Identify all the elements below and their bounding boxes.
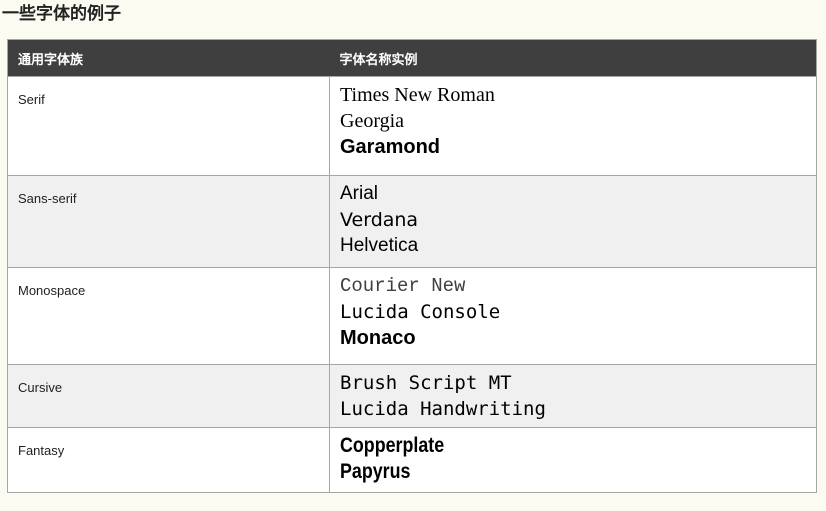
font-examples-cell: Courier New Lucida Console Monaco bbox=[329, 267, 817, 365]
font-example: Lucida Handwriting bbox=[340, 398, 546, 420]
table-header-row: 通用字体族 字体名称实例 bbox=[7, 39, 817, 77]
font-example: Brush Script MT bbox=[340, 372, 512, 394]
page-title: 一些字体的例子 bbox=[2, 4, 121, 23]
font-example: Garamond bbox=[340, 136, 441, 158]
font-examples-cell: Brush Script MT Lucida Handwriting bbox=[329, 364, 817, 428]
table-row-fantasy: Fantasy Copperplate Papyrus bbox=[7, 427, 817, 493]
font-examples-cell: Copperplate Papyrus bbox=[329, 427, 817, 493]
font-example: Helvetica bbox=[340, 235, 419, 256]
generic-family-label: Sans-serif bbox=[7, 175, 330, 268]
table-row-monospace: Monospace Courier New Lucida Console Mon… bbox=[7, 267, 817, 365]
font-examples-cell: Arial Verdana Helvetica bbox=[329, 175, 817, 268]
font-example: Arial bbox=[340, 183, 379, 204]
font-example: Papyrus bbox=[340, 460, 411, 483]
font-examples-cell: Times New Roman Georgia Garamond bbox=[329, 76, 817, 176]
font-example: Copperplate bbox=[340, 434, 445, 457]
font-example: Monaco bbox=[340, 327, 416, 349]
font-example: Lucida Console bbox=[340, 301, 501, 323]
table-row-cursive: Cursive Brush Script MT Lucida Handwriti… bbox=[7, 364, 817, 428]
font-example: Georgia bbox=[340, 110, 405, 132]
column-header-generic-family: 通用字体族 bbox=[7, 39, 330, 77]
table-row-serif: Serif Times New Roman Georgia Garamond bbox=[7, 76, 817, 176]
font-example: Courier New bbox=[340, 275, 466, 297]
font-example: Verdana bbox=[340, 209, 419, 231]
font-example: Times New Roman bbox=[340, 84, 495, 106]
table-row-sans-serif: Sans-serif Arial Verdana Helvetica bbox=[7, 175, 817, 268]
column-header-font-name-examples: 字体名称实例 bbox=[329, 39, 817, 77]
generic-family-label: Fantasy bbox=[7, 427, 330, 493]
generic-family-label: Monospace bbox=[7, 267, 330, 365]
generic-family-label: Serif bbox=[7, 76, 330, 176]
generic-family-label: Cursive bbox=[7, 364, 330, 428]
font-examples-table: 通用字体族 字体名称实例 Serif Times New Roman Georg… bbox=[7, 39, 817, 493]
